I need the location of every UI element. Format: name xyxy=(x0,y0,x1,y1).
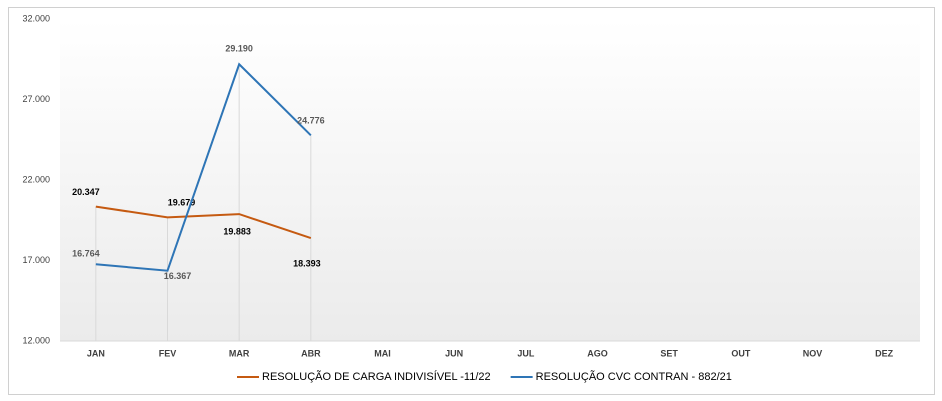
x-tick-label: JUL xyxy=(517,348,535,358)
data-label: 16.367 xyxy=(164,271,192,281)
y-tick-label: 22.000 xyxy=(22,174,50,184)
x-tick-label: OUT xyxy=(731,348,751,358)
data-label: 20.347 xyxy=(72,187,100,197)
series-line xyxy=(95,62,312,272)
y-tick-label: 32.000 xyxy=(22,13,50,23)
x-tick-label: JUN xyxy=(445,348,463,358)
x-tick-label: MAI xyxy=(374,348,391,358)
data-label: 16.764 xyxy=(72,249,100,259)
plot-area xyxy=(60,19,920,341)
legend-label: RESOLUÇÃO CVC CONTRAN - 882/21 xyxy=(536,370,732,383)
data-label: 19.679 xyxy=(168,198,196,208)
data-label: 29.190 xyxy=(225,44,253,54)
x-tick-label: FEV xyxy=(159,348,177,358)
x-tick-label: JAN xyxy=(87,348,105,358)
series-line xyxy=(95,205,312,240)
data-label: 18.393 xyxy=(293,258,321,268)
legend-label: RESOLUÇÃO DE CARGA INDIVISÍVEL -11/22 xyxy=(262,370,491,383)
data-label: 19.883 xyxy=(223,226,251,236)
x-tick-label: MAR xyxy=(229,348,250,358)
x-tick-label: ABR xyxy=(301,348,321,358)
x-tick-label: SET xyxy=(660,348,678,358)
data-label: 24.776 xyxy=(297,116,325,126)
x-tick-label: NOV xyxy=(803,348,823,358)
y-tick-label: 12.000 xyxy=(22,335,50,345)
y-tick-label: 17.000 xyxy=(22,255,50,265)
x-tick-label: DEZ xyxy=(875,348,894,358)
x-tick-label: AGO xyxy=(587,348,608,358)
y-tick-label: 27.000 xyxy=(22,94,50,104)
